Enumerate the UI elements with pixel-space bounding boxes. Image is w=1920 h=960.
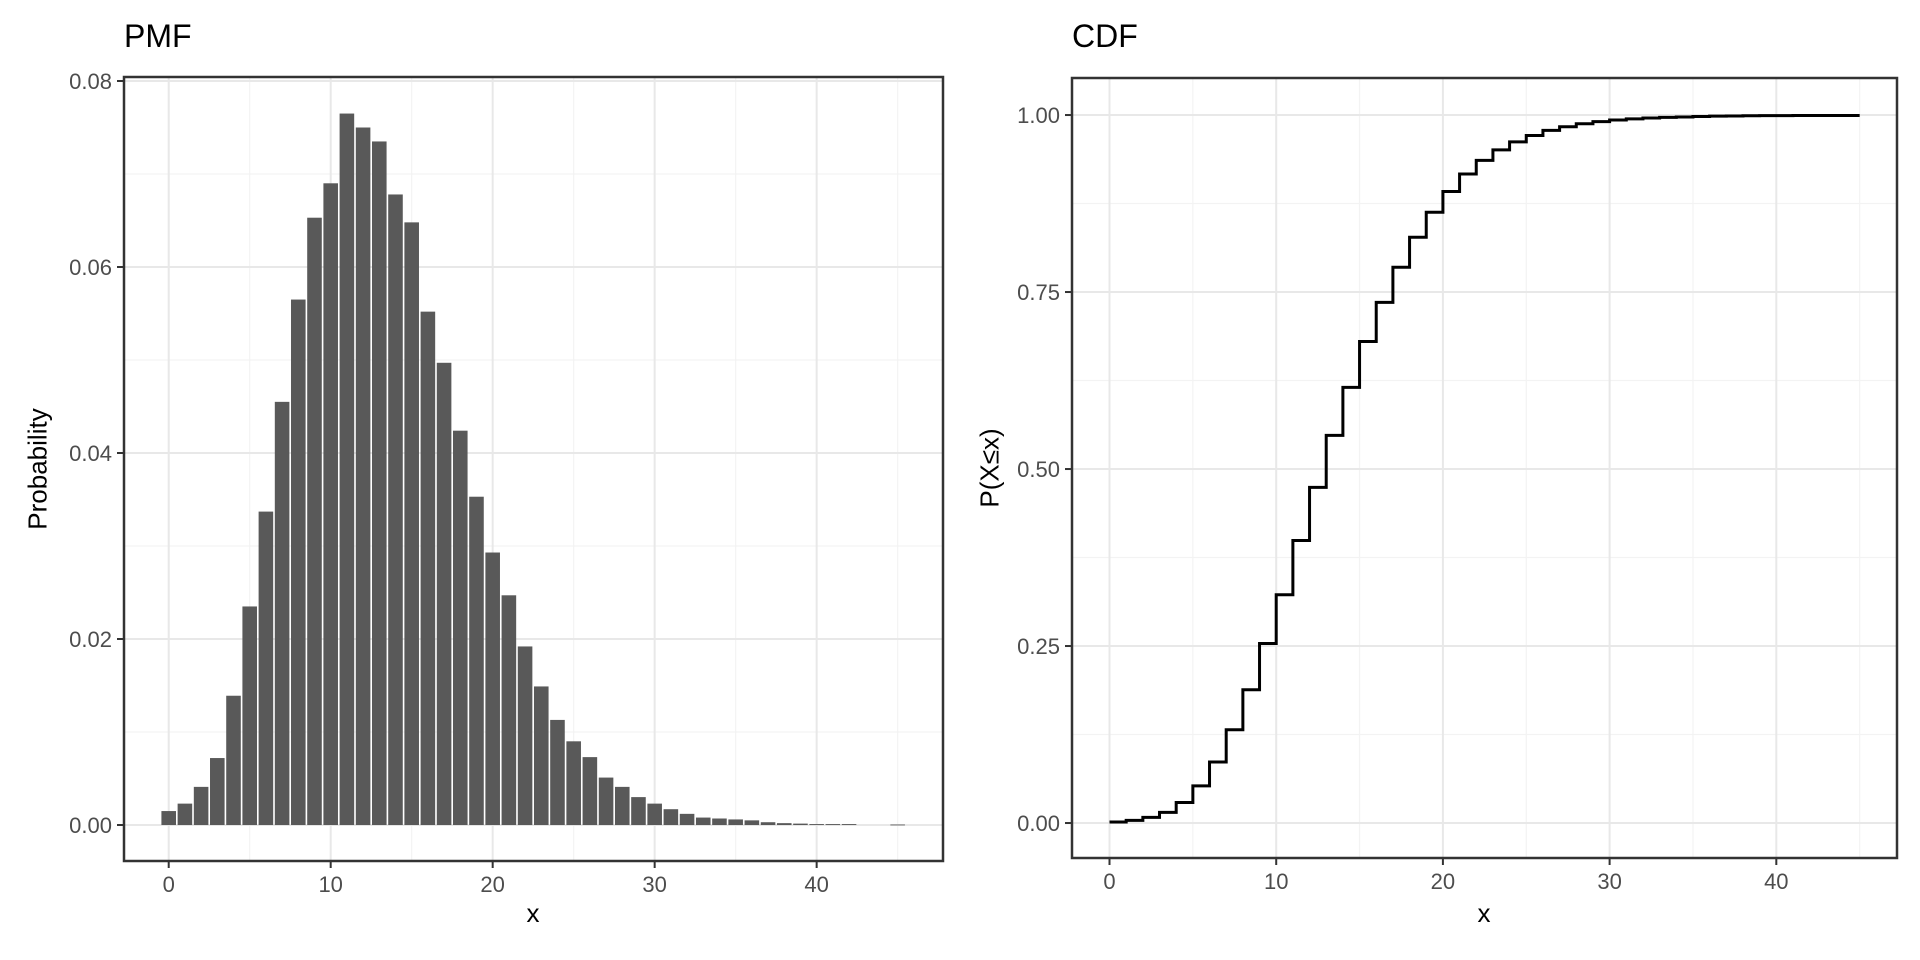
bar: [598, 777, 614, 826]
x-tick-label: 30: [1597, 869, 1621, 894]
y-tick-label: 1.00: [1017, 103, 1060, 128]
bar: [307, 217, 322, 826]
bar: [469, 496, 484, 826]
bar: [647, 803, 662, 826]
panel-background: [1072, 78, 1897, 858]
grid-major: [1072, 78, 1897, 858]
y-tick-label: 0.25: [1017, 634, 1060, 659]
bar: [728, 819, 743, 826]
bar: [355, 127, 371, 826]
bar: [388, 194, 403, 826]
bar: [550, 719, 565, 826]
cdf-step-line: [1109, 113, 1860, 824]
y-tick-label: 0.06: [69, 255, 112, 280]
cdf-panel: 0 10 20 30 40 0.00 0.25 0.50 0.75 1.00: [1017, 76, 1899, 894]
bar: [631, 797, 646, 826]
cdf-x-axis-title: x: [1477, 898, 1491, 928]
cdf-y-axis-title: P(X≤x): [974, 428, 1005, 508]
bar: [242, 606, 257, 826]
bar: [712, 818, 727, 826]
bar: [226, 695, 241, 826]
grid-minor: [1072, 78, 1897, 858]
y-tick-label: 0.00: [1017, 811, 1060, 836]
x-tick-label: 10: [318, 872, 342, 897]
bar: [890, 824, 905, 826]
bar: [258, 511, 274, 826]
bar: [841, 824, 857, 826]
bar: [193, 786, 209, 826]
panel-border: [122, 75, 945, 863]
bar: [695, 817, 711, 826]
bar: [291, 299, 306, 826]
bar: [501, 595, 517, 826]
bar: [436, 362, 452, 826]
x-tick-label: 10: [1264, 869, 1288, 894]
bar: [161, 811, 176, 826]
bar: [776, 823, 792, 826]
pmf-x-axis-title: x: [526, 898, 540, 928]
y-tick-label: 0.00: [69, 813, 112, 838]
y-tick-label: 0.75: [1017, 280, 1060, 305]
x-tick-label: 0: [163, 872, 175, 897]
bar: [517, 646, 533, 826]
y-tick-label: 0.08: [69, 69, 112, 94]
cdf-title: CDF: [1072, 18, 1138, 54]
bar: [566, 741, 581, 826]
bar: [485, 552, 500, 826]
bar: [177, 803, 193, 826]
bar: [809, 824, 824, 826]
bar: [744, 820, 760, 826]
bar: [274, 401, 290, 826]
y-tick-label: 0.50: [1017, 457, 1060, 482]
pmf-title: PMF: [124, 18, 192, 54]
bar: [533, 686, 549, 826]
bar: [210, 758, 225, 826]
bar: [339, 113, 355, 826]
bar: [679, 813, 695, 826]
bar: [793, 823, 808, 826]
bar: [760, 822, 776, 826]
pmf-bars: [161, 113, 905, 826]
panel-border: [1070, 76, 1899, 860]
axis-ticks: 0 10 20 30 40 0.00 0.02 0.04 0.06 0.08: [69, 69, 829, 897]
x-tick-label: 20: [480, 872, 504, 897]
pmf-y-axis-title: Probability: [22, 408, 53, 530]
x-tick-label: 0: [1103, 869, 1115, 894]
bar: [323, 183, 338, 826]
x-tick-label: 40: [804, 872, 828, 897]
x-tick-label: 40: [1764, 869, 1788, 894]
y-tick-label: 0.02: [69, 627, 112, 652]
axis-ticks: 0 10 20 30 40 0.00 0.25 0.50 0.75 1.00: [1017, 103, 1788, 894]
x-tick-label: 20: [1431, 869, 1455, 894]
y-tick-label: 0.04: [69, 441, 112, 466]
bar: [372, 141, 387, 826]
bar: [452, 430, 468, 826]
bar: [825, 824, 841, 826]
bar: [582, 757, 598, 826]
bar: [614, 786, 630, 826]
bar: [404, 222, 419, 826]
pmf-panel: 0 10 20 30 40 0.00 0.02 0.04 0.06 0.08: [69, 69, 945, 897]
bar: [420, 311, 436, 826]
x-tick-label: 30: [642, 872, 666, 897]
bar: [663, 809, 679, 826]
